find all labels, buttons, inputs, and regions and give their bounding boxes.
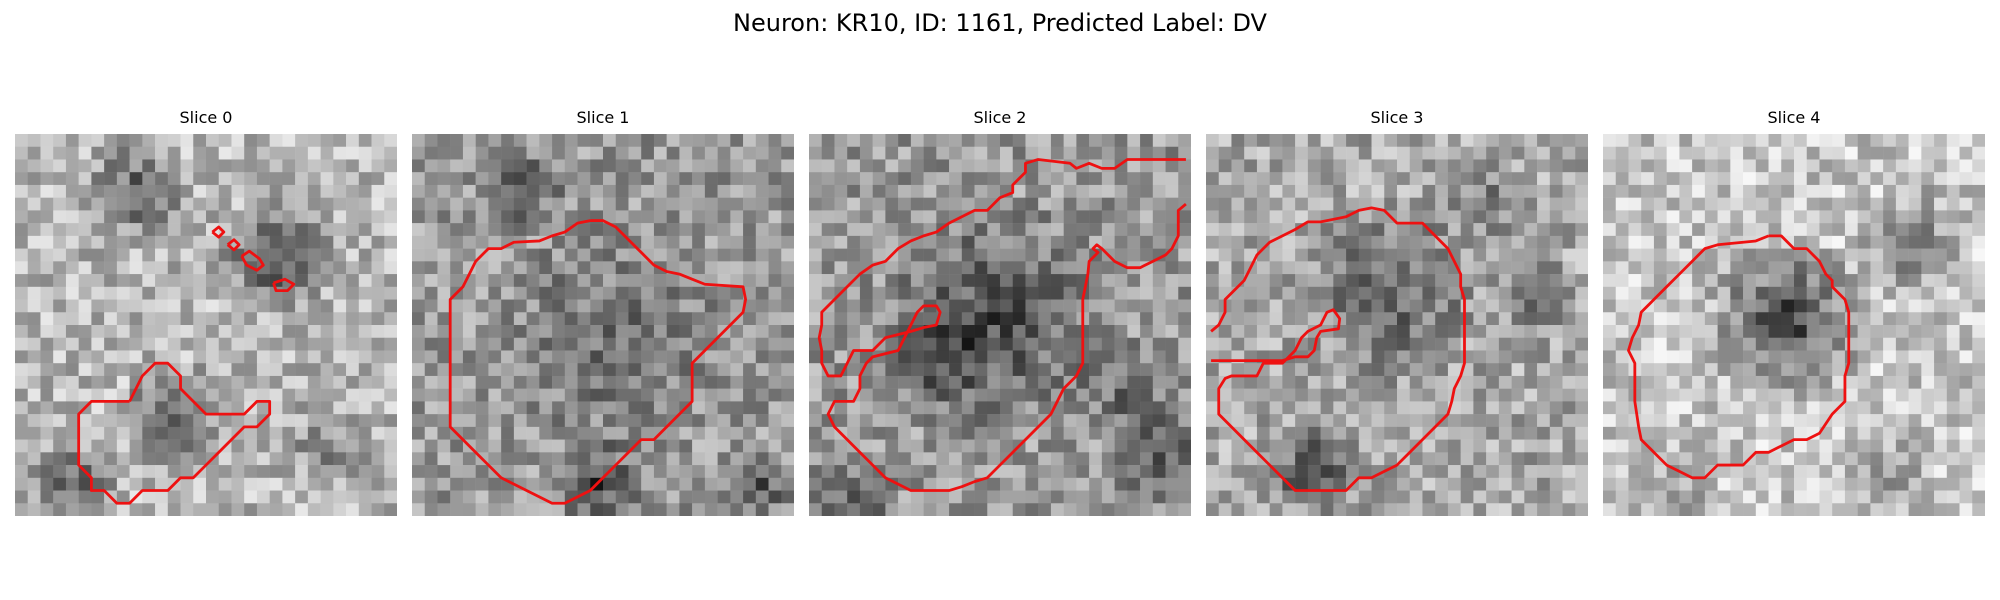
- pixel-grid: [15, 134, 397, 516]
- figure-title: Neuron: KR10, ID: 1161, Predicted Label:…: [733, 9, 1267, 37]
- roi-contour: [1627, 234, 1851, 480]
- slice-panel-3: Slice 3: [1206, 108, 1588, 516]
- slice-panel-0: Slice 0: [15, 108, 397, 516]
- slice-title: Slice 1: [576, 108, 630, 127]
- slice-image: [1206, 134, 1588, 516]
- slice-title: Slice 3: [1370, 108, 1424, 127]
- roi-contour: [1210, 206, 1466, 492]
- slice-image: [15, 134, 397, 516]
- roi-contour: [77, 225, 296, 505]
- pixel-grid: [412, 134, 794, 516]
- slice-title: Slice 0: [179, 108, 233, 127]
- slice-title: Slice 4: [1767, 108, 1821, 127]
- slice-panel-2: Slice 2: [809, 108, 1191, 516]
- slice-image: [809, 134, 1191, 516]
- slice-panel-4: Slice 4: [1603, 108, 1985, 516]
- roi-contour: [817, 158, 1187, 492]
- slice-image: [412, 134, 794, 516]
- slice-panel-1: Slice 1: [412, 108, 794, 516]
- roi-contour: [448, 219, 748, 505]
- slice-title: Slice 2: [973, 108, 1027, 127]
- slice-image: [1603, 134, 1985, 516]
- pixel-grid: [1206, 134, 1588, 516]
- pixel-grid: [1603, 134, 1985, 516]
